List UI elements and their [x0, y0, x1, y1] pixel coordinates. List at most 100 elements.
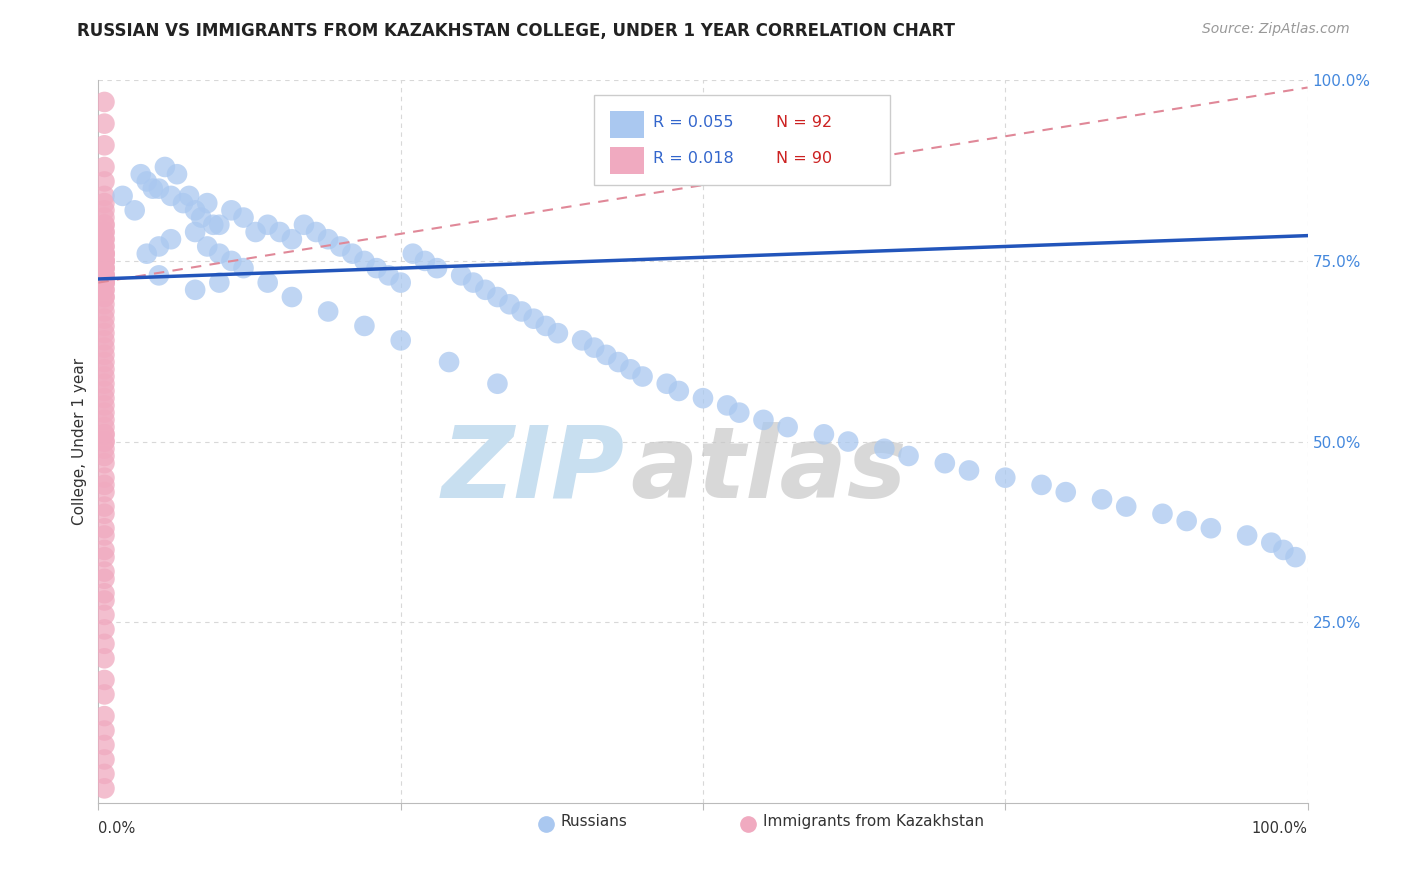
- Point: [93, 334, 115, 348]
- Text: atlas: atlas: [630, 422, 907, 519]
- Point: [208, 276, 231, 290]
- Point: [353, 253, 375, 268]
- Text: 100.0%: 100.0%: [1251, 821, 1308, 836]
- Point: [93, 239, 115, 253]
- Point: [93, 261, 115, 276]
- Point: [195, 239, 218, 253]
- Point: [897, 449, 920, 463]
- Point: [153, 160, 176, 174]
- Point: [776, 420, 799, 434]
- Point: [93, 485, 115, 500]
- Point: [93, 253, 115, 268]
- Point: [1199, 521, 1222, 535]
- Point: [93, 572, 115, 586]
- Point: [474, 283, 496, 297]
- Point: [873, 442, 896, 456]
- Point: [716, 398, 738, 412]
- Point: [93, 225, 115, 239]
- Point: [93, 427, 115, 442]
- Point: [124, 203, 146, 218]
- Point: [93, 297, 115, 311]
- Point: [93, 398, 115, 412]
- Point: [316, 232, 339, 246]
- Point: [93, 232, 115, 246]
- Point: [93, 253, 115, 268]
- Text: R = 0.055: R = 0.055: [654, 115, 734, 129]
- Point: [232, 261, 254, 276]
- Point: [93, 376, 115, 391]
- Point: [413, 253, 436, 268]
- Point: [93, 341, 115, 355]
- Point: [93, 542, 115, 557]
- Point: [437, 355, 460, 369]
- Text: N = 92: N = 92: [776, 115, 832, 129]
- Point: [93, 687, 115, 701]
- Text: R = 0.018: R = 0.018: [654, 151, 734, 166]
- Point: [534, 318, 557, 333]
- Point: [160, 232, 183, 246]
- Point: [1272, 542, 1295, 557]
- Point: [93, 95, 115, 109]
- Point: [93, 232, 115, 246]
- Point: [93, 565, 115, 579]
- Point: [994, 470, 1017, 484]
- Point: [728, 406, 751, 420]
- Point: [93, 607, 115, 622]
- Point: [93, 268, 115, 283]
- Point: [93, 311, 115, 326]
- Point: [93, 767, 115, 781]
- Point: [172, 196, 194, 211]
- Point: [93, 160, 115, 174]
- Point: [160, 189, 183, 203]
- Point: [93, 246, 115, 260]
- Point: [342, 246, 364, 260]
- Point: [221, 253, 243, 268]
- Point: [631, 369, 654, 384]
- Point: [93, 239, 115, 253]
- Point: [316, 304, 339, 318]
- Point: [93, 246, 115, 260]
- Point: [93, 528, 115, 542]
- Point: [93, 261, 115, 276]
- Point: [1115, 500, 1137, 514]
- Point: [93, 268, 115, 283]
- Point: [148, 268, 170, 283]
- Point: [135, 174, 157, 188]
- Point: [184, 225, 207, 239]
- Point: [232, 211, 254, 225]
- Point: [93, 276, 115, 290]
- Point: [934, 456, 956, 470]
- Point: [93, 738, 115, 752]
- Point: [190, 211, 212, 225]
- Point: [389, 334, 412, 348]
- Point: [166, 167, 188, 181]
- Point: [93, 117, 115, 131]
- Point: [93, 723, 115, 738]
- Point: [93, 651, 115, 665]
- Point: [450, 268, 472, 283]
- Point: [93, 253, 115, 268]
- Point: [93, 434, 115, 449]
- Point: [93, 283, 115, 297]
- Point: [668, 384, 690, 398]
- Point: [93, 362, 115, 376]
- Text: N = 90: N = 90: [776, 151, 832, 166]
- Point: [93, 427, 115, 442]
- Point: [583, 341, 606, 355]
- Point: [93, 586, 115, 600]
- Point: [93, 304, 115, 318]
- Point: [93, 203, 115, 218]
- Point: [93, 781, 115, 796]
- Point: [1284, 550, 1306, 565]
- Point: [619, 362, 641, 376]
- Point: [353, 318, 375, 333]
- Point: [93, 442, 115, 456]
- Point: [93, 637, 115, 651]
- Point: [269, 225, 291, 239]
- Point: [366, 261, 388, 276]
- Point: [329, 239, 352, 253]
- Point: [426, 261, 449, 276]
- Bar: [610, 111, 644, 138]
- Point: [93, 355, 115, 369]
- Point: [93, 174, 115, 188]
